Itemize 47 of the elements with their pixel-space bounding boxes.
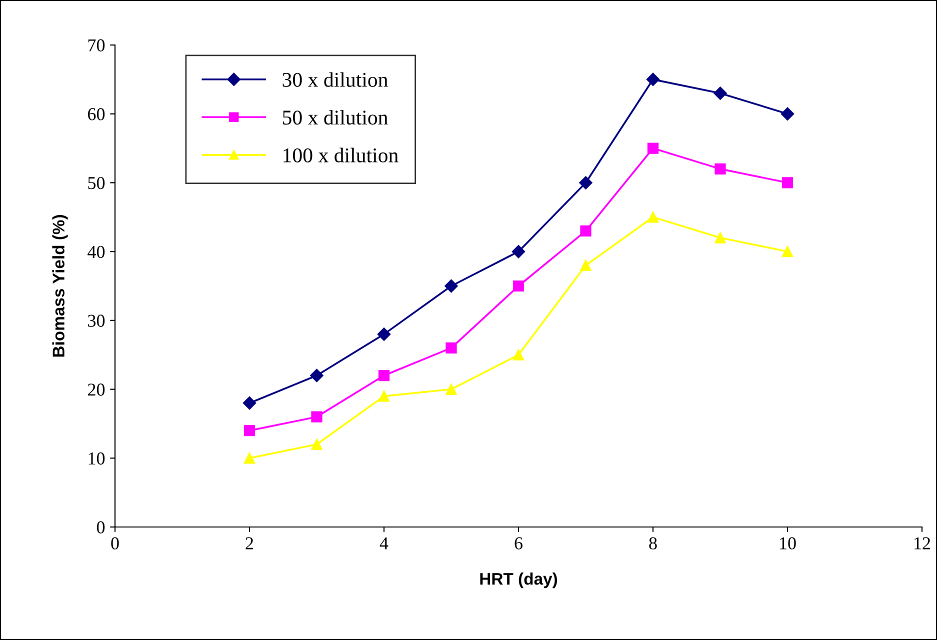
point bbox=[512, 280, 524, 292]
legend-label: 100 x dilution bbox=[284, 148, 398, 162]
y-tick-label: 30 bbox=[88, 314, 105, 327]
point bbox=[580, 260, 592, 271]
point bbox=[580, 225, 592, 236]
point bbox=[310, 368, 324, 382]
point bbox=[311, 438, 322, 450]
point bbox=[579, 176, 592, 190]
y-axis-title: Biomass Yield (%) bbox=[52, 215, 68, 357]
point bbox=[242, 396, 256, 410]
x-tick-label: 10 bbox=[780, 537, 796, 550]
point bbox=[647, 212, 659, 223]
y-tick-label: 10 bbox=[88, 452, 105, 465]
point bbox=[378, 390, 390, 402]
x-tick-label: 8 bbox=[649, 537, 657, 550]
point bbox=[446, 384, 457, 395]
point bbox=[780, 107, 794, 120]
point bbox=[646, 72, 660, 86]
x-tick-label: 6 bbox=[514, 537, 522, 550]
y-tick-label: 0 bbox=[96, 521, 105, 534]
point bbox=[782, 177, 794, 188]
point bbox=[244, 452, 256, 464]
point bbox=[714, 232, 726, 244]
point bbox=[377, 328, 391, 341]
x-tick-label: 12 bbox=[914, 537, 930, 550]
point bbox=[244, 425, 256, 436]
point bbox=[512, 244, 526, 258]
x-tick-label: 2 bbox=[246, 537, 254, 550]
x-tick-label: 4 bbox=[380, 537, 388, 550]
y-tick-label: 40 bbox=[88, 246, 105, 258]
point bbox=[446, 342, 457, 354]
point bbox=[782, 246, 794, 258]
point bbox=[311, 411, 322, 422]
point bbox=[444, 279, 458, 293]
point bbox=[714, 163, 726, 174]
y-tick-label: 20 bbox=[88, 384, 105, 396]
y-tick-label: 70 bbox=[88, 39, 105, 52]
point bbox=[512, 349, 524, 360]
point bbox=[714, 86, 727, 100]
x-axis-title: HRT (day) bbox=[480, 572, 558, 588]
point bbox=[378, 370, 390, 382]
legend-label: 30 x dilution bbox=[282, 72, 388, 87]
y-tick-label: 60 bbox=[88, 108, 105, 120]
point bbox=[647, 142, 659, 154]
legend-label: 50 x dilution bbox=[282, 110, 388, 125]
x-tick-label: 0 bbox=[111, 537, 119, 550]
y-tick-label: 50 bbox=[88, 176, 105, 190]
